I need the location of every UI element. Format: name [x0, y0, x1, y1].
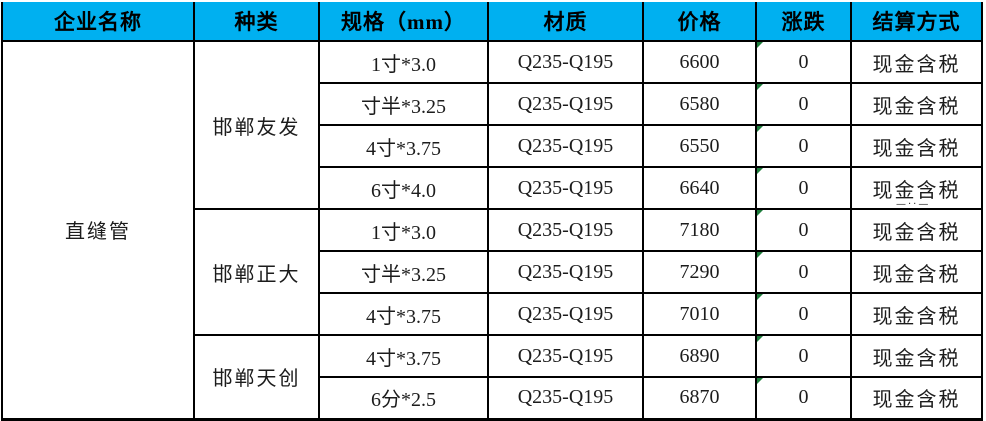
change-cell[interactable]: 0: [755, 82, 852, 126]
change-value: 0: [798, 260, 809, 283]
change-cell[interactable]: 0: [755, 334, 852, 378]
material-cell[interactable]: Q235-Q195: [487, 376, 644, 420]
change-cell[interactable]: 0: [755, 40, 852, 84]
settlement-cell[interactable]: 现金含税: [850, 166, 983, 210]
header-cell-change[interactable]: 涨跌: [755, 2, 852, 42]
settlement-cell[interactable]: 现金含税: [850, 376, 983, 420]
change-value: 0: [798, 302, 809, 325]
spec-cell[interactable]: 6分*2.5: [318, 376, 489, 420]
table-row: 4寸*3.75 Q235-Q195 7010 0 现金含税: [2, 292, 983, 336]
material-cell[interactable]: Q235-Q195: [487, 40, 644, 84]
table-row: 4寸*3.75 Q235-Q195 6550 0 现金含税: [2, 124, 983, 168]
settlement-cell[interactable]: 现金含税: [850, 334, 983, 378]
change-cell[interactable]: 0: [755, 166, 852, 210]
change-cell[interactable]: 0: [755, 124, 852, 168]
material-cell[interactable]: Q235-Q195: [487, 124, 644, 168]
material-cell[interactable]: Q235-Q195: [487, 208, 644, 252]
vendor-cell[interactable]: 邯郸正大: [193, 208, 320, 336]
price-cell[interactable]: 6600: [642, 40, 757, 84]
error-indicator-icon: [758, 379, 763, 384]
price-cell[interactable]: 6640: [642, 166, 757, 210]
error-indicator-icon: [758, 253, 763, 258]
change-value: 0: [798, 218, 809, 241]
material-cell[interactable]: Q235-Q195: [487, 82, 644, 126]
material-cell[interactable]: Q235-Q195: [487, 166, 644, 210]
header-row: 企业名称 种类 规格（mm） 材质 价格 涨跌 结算方式: [1, 2, 983, 42]
header-cell-company[interactable]: 企业名称: [1, 2, 195, 42]
change-value: 0: [798, 344, 809, 367]
table-row: 6寸*4.0 Q235-Q195 6640 0 现金含税: [2, 166, 983, 210]
price-cell[interactable]: 7180: [642, 208, 757, 252]
change-value: 0: [798, 386, 809, 409]
change-cell[interactable]: 0: [755, 250, 852, 294]
header-cell-type[interactable]: 种类: [193, 2, 320, 42]
material-cell[interactable]: Q235-Q195: [487, 250, 644, 294]
header-cell-settlement[interactable]: 结算方式: [850, 2, 983, 42]
header-cell-material[interactable]: 材质: [487, 2, 644, 42]
spec-cell[interactable]: 寸半*3.25: [318, 82, 489, 126]
error-indicator-icon: [758, 295, 763, 300]
spec-cell[interactable]: 4寸*3.75: [318, 292, 489, 336]
price-cell[interactable]: 7010: [642, 292, 757, 336]
settlement-cell[interactable]: 现金含税: [850, 208, 983, 252]
change-cell[interactable]: 0: [755, 208, 852, 252]
table-row: 邯郸正大 1寸*3.0 Q235-Q195 7180 0 现金含税: [2, 208, 983, 336]
settlement-cell[interactable]: 现金含税: [850, 40, 983, 84]
table-row: 邯郸天创 4寸*3.75 Q235-Q195 6890 0 现金含税: [2, 334, 983, 420]
error-indicator-icon: [758, 211, 763, 216]
price-cell[interactable]: 6870: [642, 376, 757, 420]
error-indicator-icon: [758, 43, 763, 48]
spec-cell[interactable]: 1寸*3.0: [318, 40, 489, 84]
change-value: 0: [798, 176, 809, 199]
settlement-cell[interactable]: 现金含税: [850, 292, 983, 336]
settlement-cell[interactable]: 现金含税: [850, 124, 983, 168]
header-cell-spec[interactable]: 规格（mm）: [318, 2, 489, 42]
header-cell-price[interactable]: 价格: [642, 2, 757, 42]
material-cell[interactable]: Q235-Q195: [487, 292, 644, 336]
spec-cell[interactable]: 4寸*3.75: [318, 334, 489, 378]
price-cell[interactable]: 6580: [642, 82, 757, 126]
spec-cell[interactable]: 1寸*3.0: [318, 208, 489, 252]
settlement-cell[interactable]: 现金含税: [850, 82, 983, 126]
change-cell[interactable]: 0: [755, 376, 852, 420]
settlement-cell[interactable]: 现金含税: [850, 250, 983, 294]
change-value: 0: [798, 50, 809, 73]
spec-cell[interactable]: 6寸*4.0: [318, 166, 489, 210]
table-row: 寸半*3.25 Q235-Q195 7290 0 现金含税: [2, 250, 983, 294]
change-value: 0: [798, 134, 809, 157]
change-cell[interactable]: 0: [755, 292, 852, 336]
price-cell[interactable]: 6890: [642, 334, 757, 378]
error-indicator-icon: [758, 127, 763, 132]
company-cell[interactable]: 直缝管: [1, 40, 195, 420]
price-cell[interactable]: 6550: [642, 124, 757, 168]
error-indicator-icon: [758, 85, 763, 90]
error-indicator-icon: [758, 169, 763, 174]
price-cell[interactable]: 7290: [642, 250, 757, 294]
vendor-cell[interactable]: 邯郸友发: [193, 40, 320, 210]
spec-cell[interactable]: 寸半*3.25: [318, 250, 489, 294]
error-indicator-icon: [758, 337, 763, 342]
table-row: 寸半*3.25 Q235-Q195 6580 0 现金含税: [2, 82, 983, 126]
table-row: 直缝管 邯郸友发 1寸*3.0 Q235-Q195 6600 0 现金含税: [1, 40, 983, 420]
vendor-cell[interactable]: 邯郸天创: [193, 334, 320, 420]
spec-cell[interactable]: 4寸*3.75: [318, 124, 489, 168]
change-value: 0: [798, 92, 809, 115]
material-cell[interactable]: Q235-Q195: [487, 334, 644, 378]
table-row: 6分*2.5 Q235-Q195 6870 0 现金含税: [2, 376, 983, 420]
